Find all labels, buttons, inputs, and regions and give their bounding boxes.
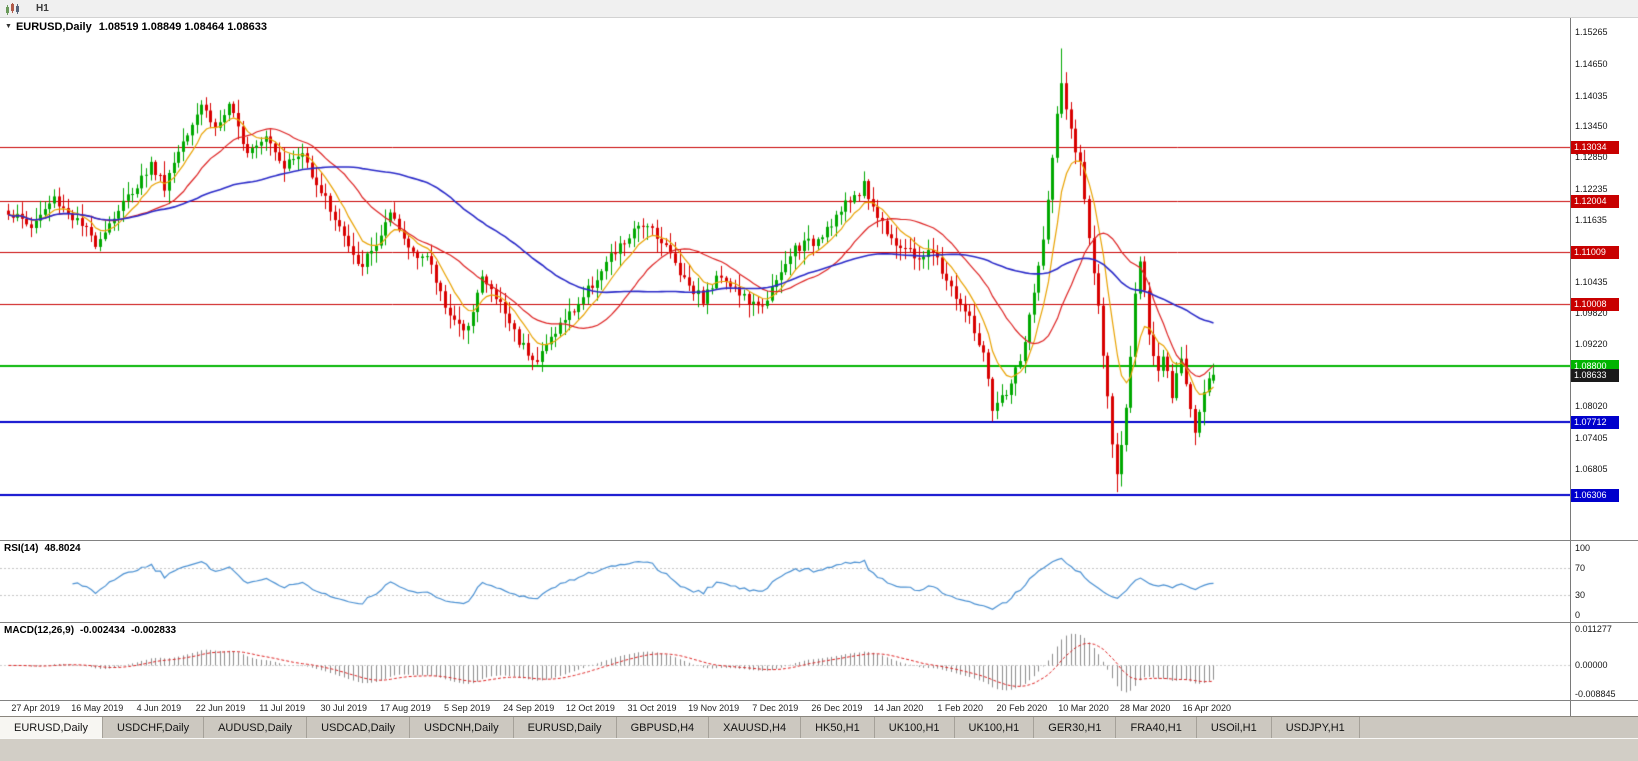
macd-panel: MACD(12,26,9) -0.002434 -0.002833 0.011277… [0, 623, 1638, 700]
price-axis-label: 1.08020 [1575, 401, 1608, 412]
panel-splitter[interactable] [0, 622, 1638, 623]
time-axis-label: 12 Oct 2019 [565, 703, 615, 713]
chart-tab-usdjpy-h1[interactable]: USDJPY,H1 [1272, 717, 1360, 738]
price-axis-label: 1.06805 [1575, 464, 1608, 475]
macd-axis-label: -0.008845 [1575, 689, 1616, 699]
current-price-badge: 1.08633 [1571, 368, 1619, 382]
chart-tab-usdchf-daily[interactable]: USDCHF,Daily [103, 717, 205, 738]
chart-window: ▼ EURUSD,Daily 1.08519 1.08849 1.08464 1.0… [0, 18, 1638, 716]
price-axis-label: 1.09220 [1575, 339, 1608, 350]
chart-tab-hk50-h1[interactable]: HK50,H1 [801, 717, 875, 738]
chart-tab-usdcnh-daily[interactable]: USDCNH,Daily [410, 717, 514, 738]
time-axis-label: 1 Feb 2020 [937, 703, 983, 713]
price-level-badge: 1.12004 [1571, 194, 1619, 208]
price-axis-label: 1.14035 [1575, 90, 1608, 101]
rsi-axis-label: 30 [1575, 589, 1586, 600]
panel-splitter[interactable] [0, 540, 1638, 541]
price-level-badge: 1.13034 [1571, 141, 1619, 155]
price-axis-label: 1.12850 [1575, 151, 1608, 162]
rsi-panel: RSI(14) 48.8024 100 70 30 0 [0, 541, 1638, 622]
macd-canvas[interactable] [0, 623, 1570, 700]
price-chart-canvas[interactable] [0, 18, 1570, 540]
time-axis-label: 27 Apr 2019 [11, 703, 60, 713]
time-axis-label: 31 Oct 2019 [627, 703, 677, 713]
rsi-canvas[interactable] [0, 541, 1570, 622]
one-click-trading-arrow[interactable]: ▼ [5, 23, 12, 30]
time-axis-label: 7 Dec 2019 [752, 703, 799, 713]
macd-axis-label: 0.00000 [1575, 660, 1608, 671]
price-level-badge: 1.10008 [1571, 297, 1619, 311]
status-bar [0, 738, 1638, 761]
price-axis-label: 1.15265 [1575, 27, 1608, 38]
time-axis-label: 28 Mar 2020 [1119, 703, 1171, 713]
macd-axis-label: 0.011277 [1575, 624, 1612, 634]
rsi-name: RSI(14) [4, 543, 39, 554]
chart-tabs: EURUSD,Daily USDCHF,Daily AUDUSD,Daily USDC… [0, 716, 1638, 738]
time-axis-label: 5 Sep 2019 [444, 703, 491, 713]
time-axis-label: 30 Jul 2019 [320, 703, 368, 713]
panel-splitter[interactable] [0, 700, 1638, 701]
time-axis-label: 4 Jun 2019 [136, 703, 182, 713]
price-axis[interactable]: 1.15265 1.14650 1.14035 1.13450 1.12850 1.122… [1570, 18, 1638, 540]
chart-tab-usdcad-daily[interactable]: USDCAD,Daily [307, 717, 411, 738]
time-axis-label: 20 Feb 2020 [996, 703, 1048, 713]
chart-title: ▼ EURUSD,Daily 1.08519 1.08849 1.08464 1.0… [5, 21, 267, 33]
chart-tab-eurusd-daily[interactable]: EURUSD,Daily [514, 717, 617, 738]
rsi-axis-label: 70 [1575, 563, 1586, 574]
price-level-badge: 1.11009 [1571, 246, 1619, 260]
price-level-badge: 1.07712 [1571, 416, 1619, 430]
chart-tab-uk100-h1[interactable]: UK100,H1 [955, 717, 1035, 738]
time-axis-label: 22 Jun 2019 [195, 703, 246, 713]
price-axis-label: 1.14650 [1575, 58, 1608, 69]
rsi-axis[interactable]: 100 70 30 0 [1570, 541, 1638, 622]
price-axis-label: 1.10435 [1575, 276, 1608, 287]
rsi-value: 48.8024 [44, 543, 81, 554]
timeframe-button-h1[interactable]: H1 [36, 3, 49, 14]
price-axis-label: 1.13450 [1575, 120, 1608, 131]
macd-signal-value: -0.002833 [131, 625, 177, 636]
rsi-label: RSI(14) 48.8024 [4, 543, 87, 554]
rsi-axis-label: 0 [1575, 610, 1581, 620]
chart-symbol-period: EURUSD,Daily [15, 21, 92, 33]
time-axis[interactable]: 27 Apr 2019 16 May 2019 4 Jun 2019 22 Jun 2… [0, 701, 1638, 716]
time-axis-label: 10 Mar 2020 [1058, 703, 1109, 713]
chart-ohlc-values: 1.08519 1.08849 1.08464 1.08633 [98, 21, 267, 33]
macd-axis[interactable]: 0.011277 0.00000 -0.008845 [1570, 623, 1638, 700]
price-axis-label: 1.12235 [1575, 183, 1608, 194]
time-axis-label: 14 Jan 2020 [873, 703, 924, 713]
timeframe-toolbar: M1M5M15M30H1H4D1W1MN [0, 0, 1638, 74]
time-axis-label: 17 Aug 2019 [380, 703, 431, 713]
macd-name: MACD(12,26,9) [4, 625, 75, 636]
time-axis-label: 19 Nov 2019 [688, 703, 740, 713]
chart-tab-eurusd-daily[interactable]: EURUSD,Daily [0, 717, 103, 738]
chart-tab-fra40-h1[interactable]: FRA40,H1 [1116, 717, 1197, 738]
time-axis-label: 24 Sep 2019 [503, 703, 555, 713]
price-axis-label: 1.09820 [1575, 308, 1608, 319]
macd-label: MACD(12,26,9) -0.002434 -0.002833 [4, 625, 182, 636]
time-axis-corner [1570, 701, 1638, 716]
chart-tab-audusd-daily[interactable]: AUDUSD,Daily [204, 717, 308, 738]
chart-tab-uk100-h1[interactable]: UK100,H1 [875, 717, 955, 738]
time-axis-label: 26 Dec 2019 [811, 703, 863, 713]
time-axis-label: 16 May 2019 [71, 703, 124, 713]
price-chart-panel: ▼ EURUSD,Daily 1.08519 1.08849 1.08464 1.0… [0, 18, 1638, 540]
price-axis-label: 1.07405 [1575, 433, 1608, 444]
chart-tab-gbpusd-h4[interactable]: GBPUSD,H4 [617, 717, 710, 738]
price-level-badge: 1.06306 [1571, 488, 1619, 502]
price-axis-label: 1.11635 [1575, 214, 1607, 225]
macd-value: -0.002434 [80, 625, 126, 636]
time-axis-label: 11 Jul 2019 [259, 703, 306, 713]
time-axis-label: 16 Apr 2020 [1182, 703, 1232, 713]
rsi-axis-label: 100 [1575, 543, 1591, 553]
chart-tab-xauusd-h4[interactable]: XAUUSD,H4 [709, 717, 802, 738]
chart-icon[interactable] [5, 2, 21, 15]
chart-tab-ger30-h1[interactable]: GER30,H1 [1034, 717, 1117, 738]
chart-tab-usoil-h1[interactable]: USOil,H1 [1197, 717, 1272, 738]
